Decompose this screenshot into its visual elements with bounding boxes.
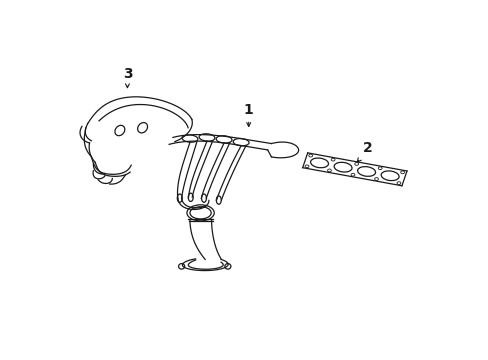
Text: 2: 2 (357, 141, 372, 162)
Text: 1: 1 (244, 103, 253, 126)
Text: 3: 3 (122, 67, 132, 88)
